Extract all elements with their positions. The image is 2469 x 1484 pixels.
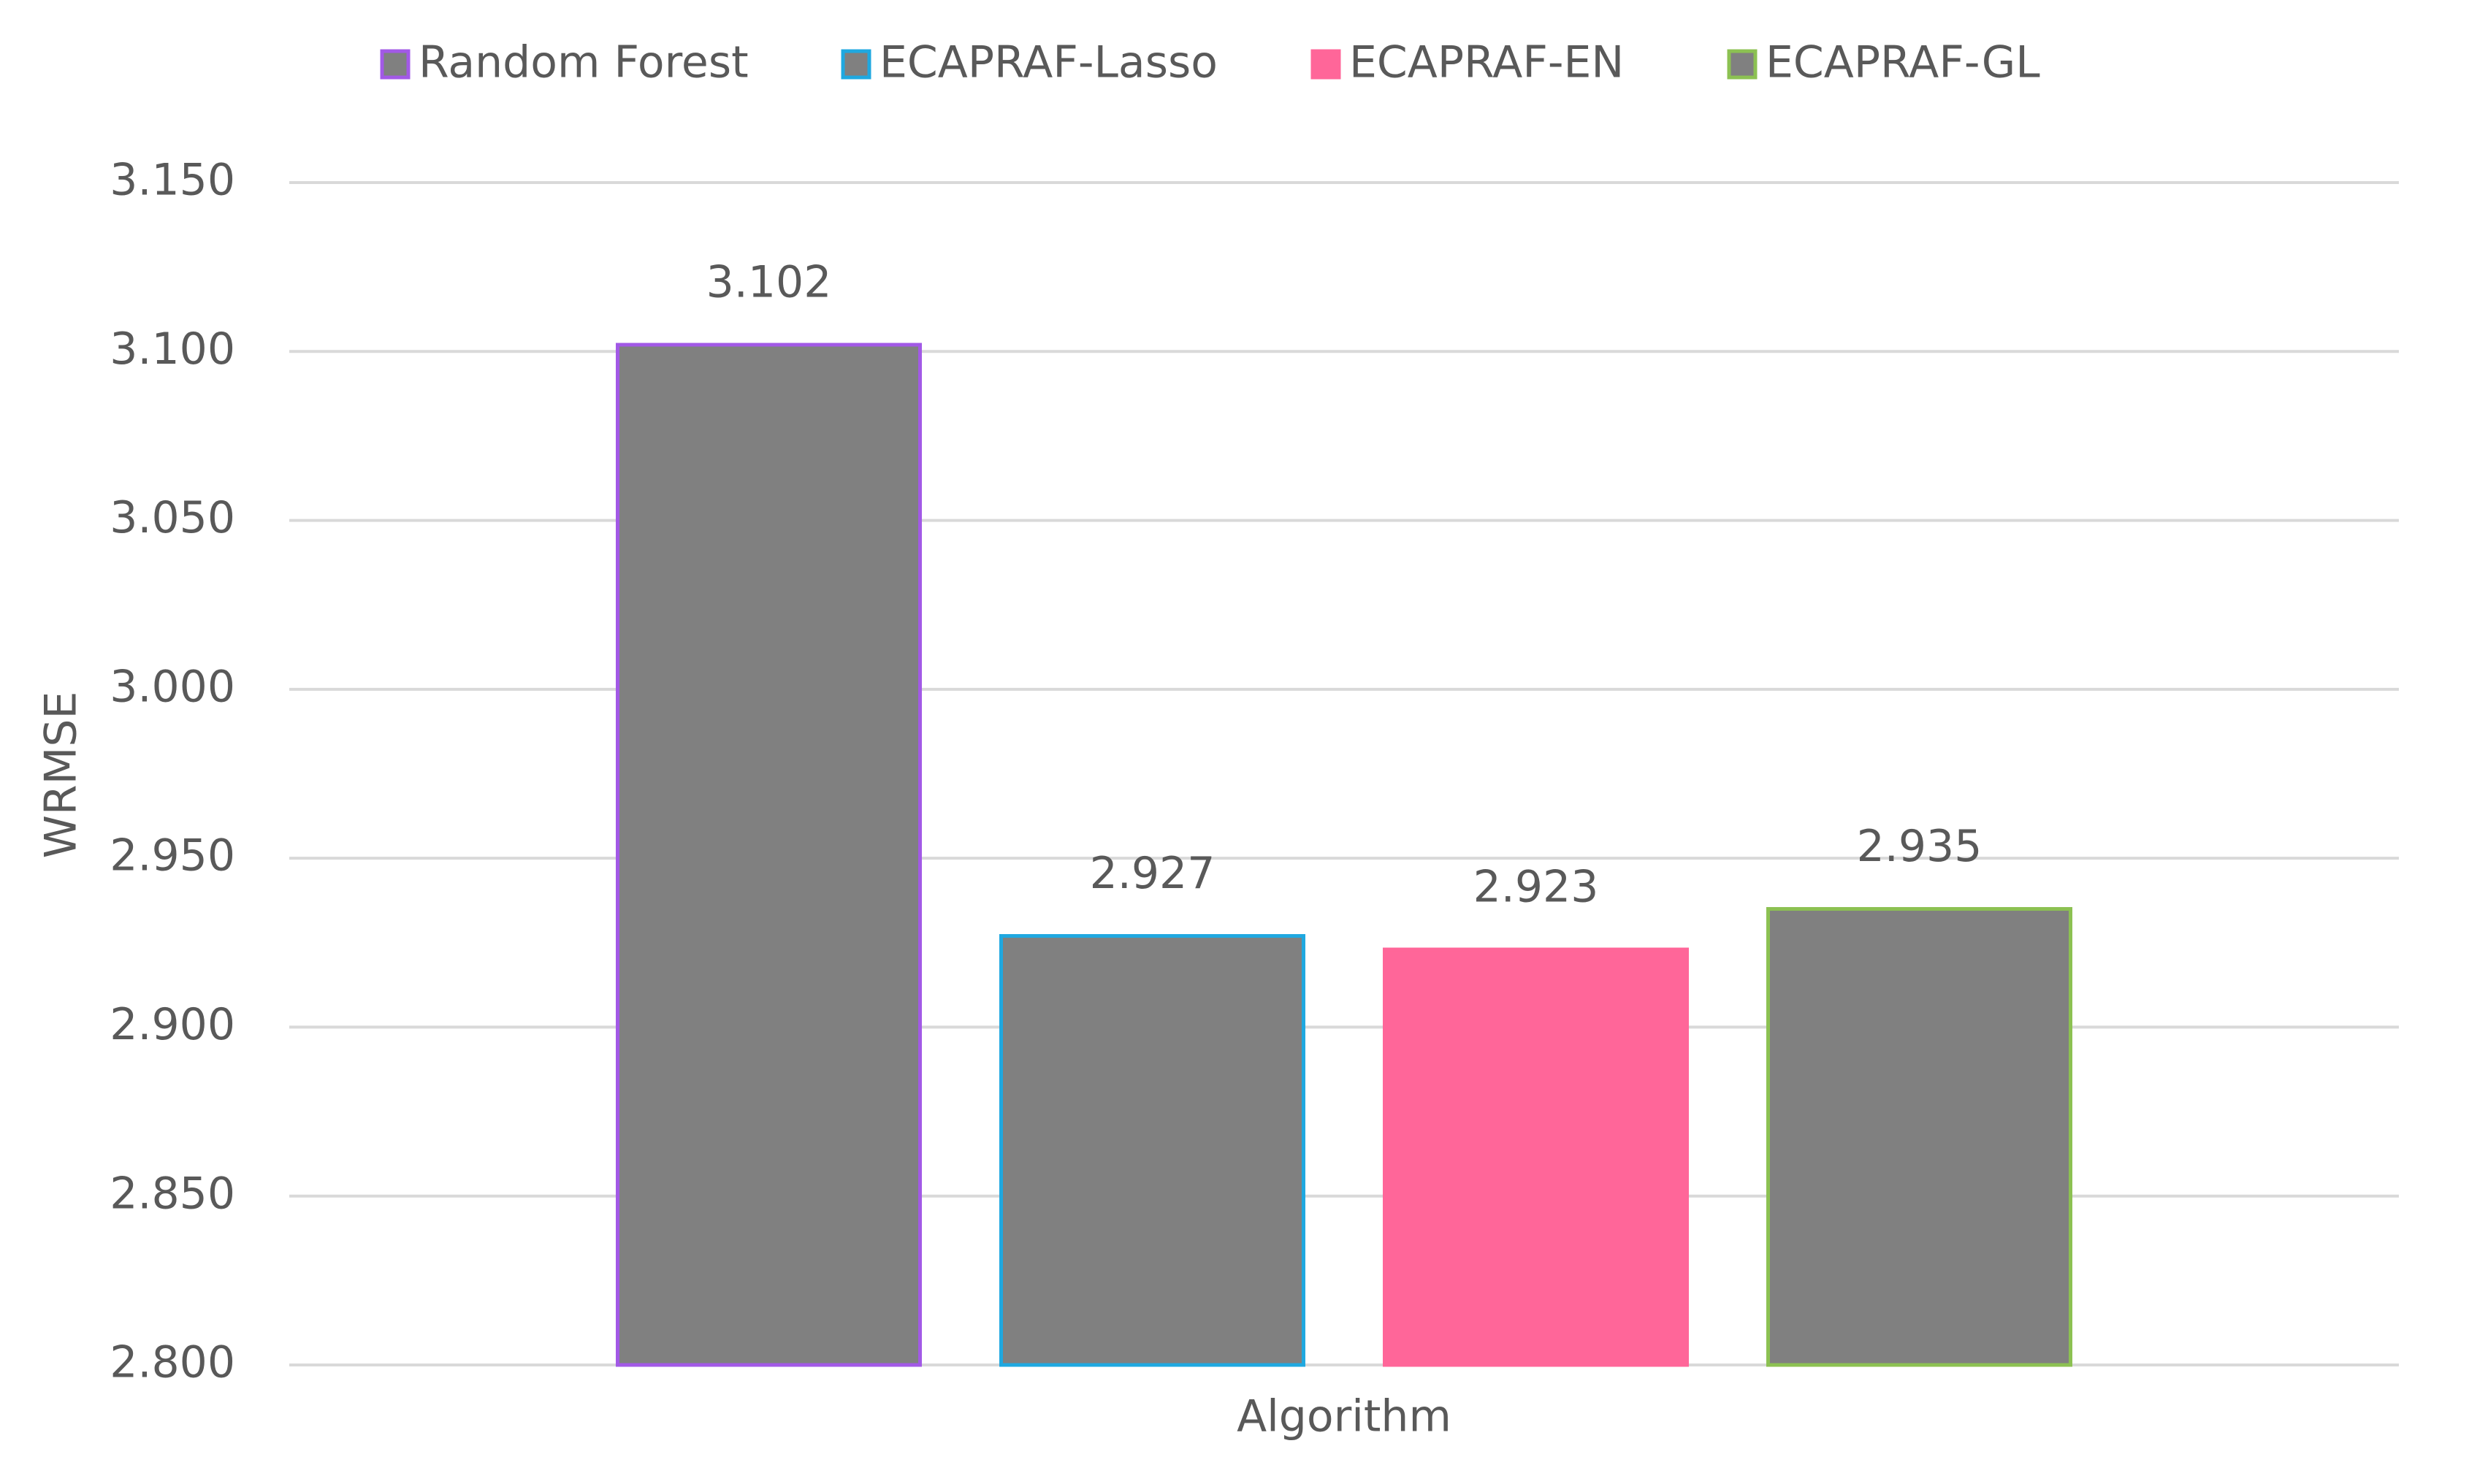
y-tick-label: 2.800 <box>110 1337 235 1388</box>
y-tick-label: 3.050 <box>110 492 235 543</box>
bar <box>1766 907 2072 1367</box>
value-label: 2.927 <box>1090 848 1216 899</box>
bar <box>999 934 1305 1367</box>
value-label: 2.935 <box>1857 821 1983 872</box>
y-tick-label: 2.850 <box>110 1168 235 1219</box>
value-label: 2.923 <box>1473 862 1599 913</box>
legend-swatch <box>841 49 871 80</box>
bar <box>1383 947 1689 1367</box>
y-tick-label: 3.150 <box>110 155 235 206</box>
y-tick-label: 2.950 <box>110 830 235 881</box>
y-tick-label: 3.100 <box>110 324 235 375</box>
y-tick-label: 2.900 <box>110 999 235 1050</box>
legend-swatch <box>1727 49 1758 80</box>
legend-label: ECAPRAF-GL <box>1766 37 2040 88</box>
legend-label: ECAPRAF-Lasso <box>879 37 1218 88</box>
legend-label: Random Forest <box>419 37 749 88</box>
y-tick-label: 3.000 <box>110 661 235 712</box>
legend-label: ECAPRAF-EN <box>1349 37 1624 88</box>
legend-swatch <box>1310 49 1341 80</box>
y-axis-label: WRMSE <box>36 692 87 859</box>
value-label: 3.102 <box>706 257 832 308</box>
x-tick-label: Algorithm <box>1237 1391 1451 1442</box>
bar <box>616 343 922 1367</box>
legend-swatch <box>380 49 411 80</box>
